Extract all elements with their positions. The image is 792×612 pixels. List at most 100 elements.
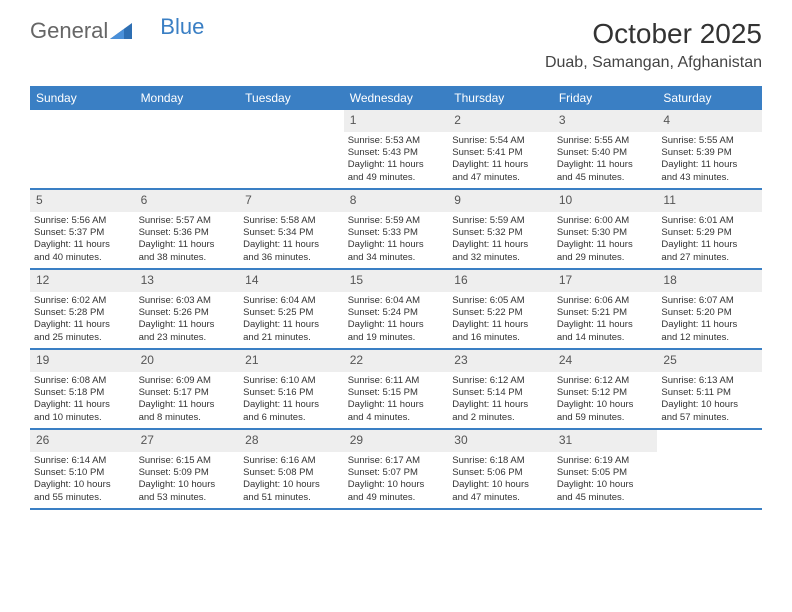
sunrise-text: Sunrise: 6:00 AM (557, 215, 654, 227)
day-number: 5 (30, 190, 135, 212)
weeks-container: 1Sunrise: 5:53 AMSunset: 5:43 PMDaylight… (30, 110, 762, 510)
daylight1-text: Daylight: 11 hours (243, 239, 340, 251)
day-header-cell: Sunday (30, 86, 135, 110)
daylight1-text: Daylight: 11 hours (34, 399, 131, 411)
sunset-text: Sunset: 5:24 PM (348, 307, 445, 319)
sunrise-text: Sunrise: 6:01 AM (661, 215, 758, 227)
daylight1-text: Daylight: 11 hours (243, 399, 340, 411)
calendar-cell: 26Sunrise: 6:14 AMSunset: 5:10 PMDayligh… (30, 430, 135, 508)
day-number: 6 (135, 190, 240, 212)
day-number: 29 (344, 430, 449, 452)
sunset-text: Sunset: 5:40 PM (557, 147, 654, 159)
sunrise-text: Sunrise: 5:55 AM (661, 135, 758, 147)
daylight1-text: Daylight: 11 hours (139, 399, 236, 411)
sunrise-text: Sunrise: 6:06 AM (557, 295, 654, 307)
day-header-cell: Thursday (448, 86, 553, 110)
sunset-text: Sunset: 5:22 PM (452, 307, 549, 319)
day-number: 4 (657, 110, 762, 132)
daylight1-text: Daylight: 11 hours (661, 159, 758, 171)
daylight1-text: Daylight: 11 hours (557, 239, 654, 251)
sunset-text: Sunset: 5:28 PM (34, 307, 131, 319)
daylight1-text: Daylight: 11 hours (34, 319, 131, 331)
day-header-row: Sunday Monday Tuesday Wednesday Thursday… (30, 86, 762, 110)
daylight1-text: Daylight: 10 hours (452, 479, 549, 491)
sunset-text: Sunset: 5:33 PM (348, 227, 445, 239)
sunset-text: Sunset: 5:34 PM (243, 227, 340, 239)
day-number: 2 (448, 110, 553, 132)
day-number: 27 (135, 430, 240, 452)
sunset-text: Sunset: 5:30 PM (557, 227, 654, 239)
calendar-cell: 13Sunrise: 6:03 AMSunset: 5:26 PMDayligh… (135, 270, 240, 348)
daylight2-text: and 47 minutes. (452, 172, 549, 184)
sunrise-text: Sunrise: 6:07 AM (661, 295, 758, 307)
daylight2-text: and 23 minutes. (139, 332, 236, 344)
calendar-cell: 21Sunrise: 6:10 AMSunset: 5:16 PMDayligh… (239, 350, 344, 428)
day-header-cell: Monday (135, 86, 240, 110)
calendar-cell: 16Sunrise: 6:05 AMSunset: 5:22 PMDayligh… (448, 270, 553, 348)
sunset-text: Sunset: 5:07 PM (348, 467, 445, 479)
calendar-cell: 15Sunrise: 6:04 AMSunset: 5:24 PMDayligh… (344, 270, 449, 348)
daylight2-text: and 19 minutes. (348, 332, 445, 344)
daylight1-text: Daylight: 11 hours (557, 319, 654, 331)
daylight1-text: Daylight: 10 hours (139, 479, 236, 491)
sunrise-text: Sunrise: 5:59 AM (348, 215, 445, 227)
day-number: 18 (657, 270, 762, 292)
calendar-week: 12Sunrise: 6:02 AMSunset: 5:28 PMDayligh… (30, 270, 762, 350)
sunrise-text: Sunrise: 6:19 AM (557, 455, 654, 467)
daylight1-text: Daylight: 11 hours (452, 239, 549, 251)
daylight1-text: Daylight: 11 hours (348, 319, 445, 331)
calendar: Sunday Monday Tuesday Wednesday Thursday… (30, 86, 762, 510)
sunrise-text: Sunrise: 6:12 AM (557, 375, 654, 387)
sunset-text: Sunset: 5:12 PM (557, 387, 654, 399)
calendar-cell: 29Sunrise: 6:17 AMSunset: 5:07 PMDayligh… (344, 430, 449, 508)
day-number: 13 (135, 270, 240, 292)
daylight2-text: and 53 minutes. (139, 492, 236, 504)
sunset-text: Sunset: 5:37 PM (34, 227, 131, 239)
calendar-week: 26Sunrise: 6:14 AMSunset: 5:10 PMDayligh… (30, 430, 762, 510)
sunset-text: Sunset: 5:29 PM (661, 227, 758, 239)
day-header-cell: Saturday (657, 86, 762, 110)
calendar-cell: 7Sunrise: 5:58 AMSunset: 5:34 PMDaylight… (239, 190, 344, 268)
daylight1-text: Daylight: 11 hours (139, 239, 236, 251)
sunset-text: Sunset: 5:21 PM (557, 307, 654, 319)
sunset-text: Sunset: 5:41 PM (452, 147, 549, 159)
daylight2-text: and 45 minutes. (557, 172, 654, 184)
sunset-text: Sunset: 5:15 PM (348, 387, 445, 399)
day-number: 25 (657, 350, 762, 372)
sunrise-text: Sunrise: 5:56 AM (34, 215, 131, 227)
sunset-text: Sunset: 5:36 PM (139, 227, 236, 239)
calendar-cell (657, 430, 762, 508)
page-title: October 2025 (545, 18, 762, 50)
sunrise-text: Sunrise: 5:53 AM (348, 135, 445, 147)
logo-text-1: General (30, 18, 108, 44)
sunset-text: Sunset: 5:16 PM (243, 387, 340, 399)
sunset-text: Sunset: 5:10 PM (34, 467, 131, 479)
day-number: 28 (239, 430, 344, 452)
day-number: 26 (30, 430, 135, 452)
logo: General Blue (30, 18, 204, 44)
daylight2-text: and 4 minutes. (348, 412, 445, 424)
daylight2-text: and 38 minutes. (139, 252, 236, 264)
sunrise-text: Sunrise: 5:54 AM (452, 135, 549, 147)
daylight1-text: Daylight: 10 hours (243, 479, 340, 491)
daylight2-text: and 14 minutes. (557, 332, 654, 344)
header: General Blue October 2025 Duab, Samangan… (0, 0, 792, 80)
sunset-text: Sunset: 5:14 PM (452, 387, 549, 399)
daylight2-text: and 32 minutes. (452, 252, 549, 264)
sunrise-text: Sunrise: 6:17 AM (348, 455, 445, 467)
day-header-cell: Wednesday (344, 86, 449, 110)
daylight1-text: Daylight: 11 hours (243, 319, 340, 331)
day-number: 20 (135, 350, 240, 372)
sunset-text: Sunset: 5:08 PM (243, 467, 340, 479)
sunrise-text: Sunrise: 6:12 AM (452, 375, 549, 387)
day-number: 24 (553, 350, 658, 372)
calendar-cell: 22Sunrise: 6:11 AMSunset: 5:15 PMDayligh… (344, 350, 449, 428)
daylight1-text: Daylight: 11 hours (661, 319, 758, 331)
daylight1-text: Daylight: 11 hours (452, 159, 549, 171)
sunrise-text: Sunrise: 6:09 AM (139, 375, 236, 387)
daylight1-text: Daylight: 11 hours (452, 319, 549, 331)
daylight2-text: and 6 minutes. (243, 412, 340, 424)
calendar-cell: 17Sunrise: 6:06 AMSunset: 5:21 PMDayligh… (553, 270, 658, 348)
calendar-cell (239, 110, 344, 188)
daylight1-text: Daylight: 11 hours (348, 239, 445, 251)
